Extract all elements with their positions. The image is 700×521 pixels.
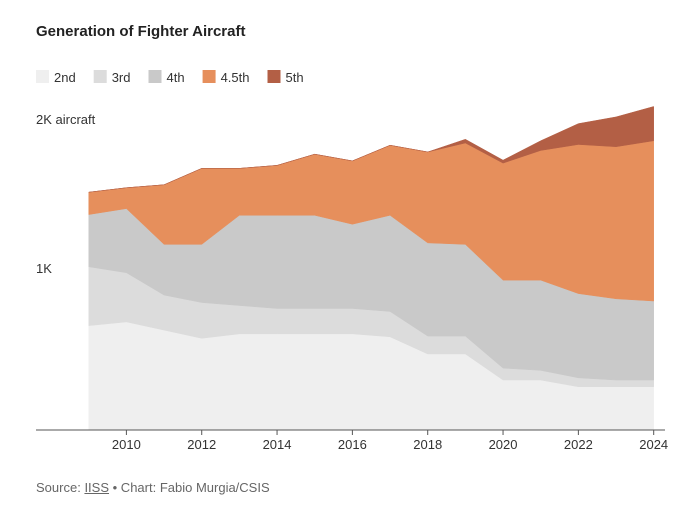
source-prefix: Source: [36, 480, 81, 495]
x-tick-label: 2018 [413, 437, 442, 452]
legend-swatch [202, 70, 216, 83]
legend-swatch [36, 70, 49, 83]
x-tick-label: 2016 [338, 437, 367, 452]
x-tick-label: 2020 [489, 437, 518, 452]
x-tick-label: 2024 [639, 437, 668, 452]
x-tick-label: 2010 [112, 437, 141, 452]
x-tick-label: 2014 [263, 437, 292, 452]
area [88, 106, 654, 193]
legend-label: 4.5th [221, 70, 250, 85]
chart: Generation of Fighter Aircraft 2nd 3rd 4th… [36, 23, 668, 452]
x-tick-label: 2012 [187, 437, 216, 452]
y-tick-label: 2K aircraft [36, 112, 96, 127]
x-tick-label: 2022 [564, 437, 593, 452]
credit: • Chart: Fabio Murgia/CSIS [112, 480, 270, 495]
legend-swatch [93, 70, 107, 83]
source-link[interactable]: IISS [84, 480, 110, 495]
legend-label: 3rd [112, 70, 131, 85]
legend-swatch [267, 70, 281, 83]
legend-swatch [148, 70, 162, 83]
legend-label: 2nd [54, 70, 76, 85]
legend-label: 5th [286, 70, 304, 85]
source: Source: IISS • Chart: Fabio Murgia/CSIS [36, 480, 270, 495]
chart-title: Generation of Fighter Aircraft [36, 23, 245, 40]
y-tick-label: 1K [36, 261, 52, 276]
legend-label: 4th [167, 70, 185, 85]
